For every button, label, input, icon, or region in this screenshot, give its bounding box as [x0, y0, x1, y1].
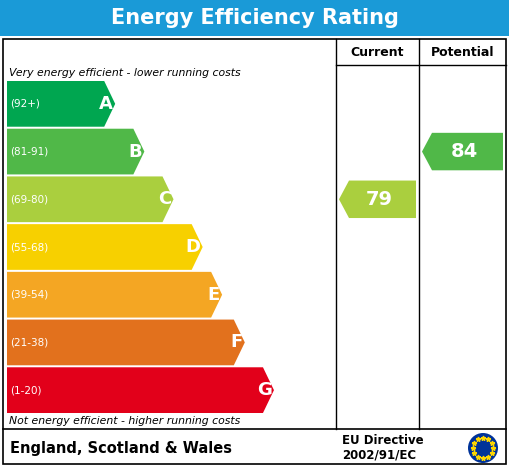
Polygon shape: [422, 133, 503, 170]
Text: (39-54): (39-54): [10, 290, 48, 300]
Text: F: F: [231, 333, 243, 352]
Polygon shape: [7, 367, 274, 413]
Text: 79: 79: [366, 190, 393, 209]
Text: (69-80): (69-80): [10, 194, 48, 204]
Bar: [0, 0, 509, 36]
Text: C: C: [158, 190, 172, 208]
Text: Energy Efficiency Rating: Energy Efficiency Rating: [110, 8, 399, 28]
Text: (21-38): (21-38): [10, 338, 48, 347]
Text: Potential: Potential: [431, 45, 494, 58]
Polygon shape: [339, 181, 416, 218]
Text: (1-20): (1-20): [10, 385, 42, 395]
Text: EU Directive
2002/91/EC: EU Directive 2002/91/EC: [342, 434, 423, 462]
Polygon shape: [7, 224, 203, 270]
Text: Not energy efficient - higher running costs: Not energy efficient - higher running co…: [9, 416, 240, 426]
Text: 84: 84: [451, 142, 478, 161]
Text: (92+): (92+): [10, 99, 40, 109]
Text: Very energy efficient - lower running costs: Very energy efficient - lower running co…: [9, 68, 241, 78]
Text: England, Scotland & Wales: England, Scotland & Wales: [10, 440, 232, 455]
Polygon shape: [7, 272, 222, 318]
Text: (81-91): (81-91): [10, 147, 48, 156]
Polygon shape: [7, 81, 115, 127]
Text: G: G: [257, 381, 272, 399]
Text: (55-68): (55-68): [10, 242, 48, 252]
Polygon shape: [7, 177, 174, 222]
Text: E: E: [208, 286, 220, 304]
Text: Current: Current: [351, 45, 404, 58]
Text: A: A: [99, 95, 113, 113]
Text: D: D: [186, 238, 201, 256]
Circle shape: [468, 433, 498, 463]
Polygon shape: [7, 129, 145, 175]
Polygon shape: [7, 319, 245, 365]
Text: B: B: [129, 142, 143, 161]
